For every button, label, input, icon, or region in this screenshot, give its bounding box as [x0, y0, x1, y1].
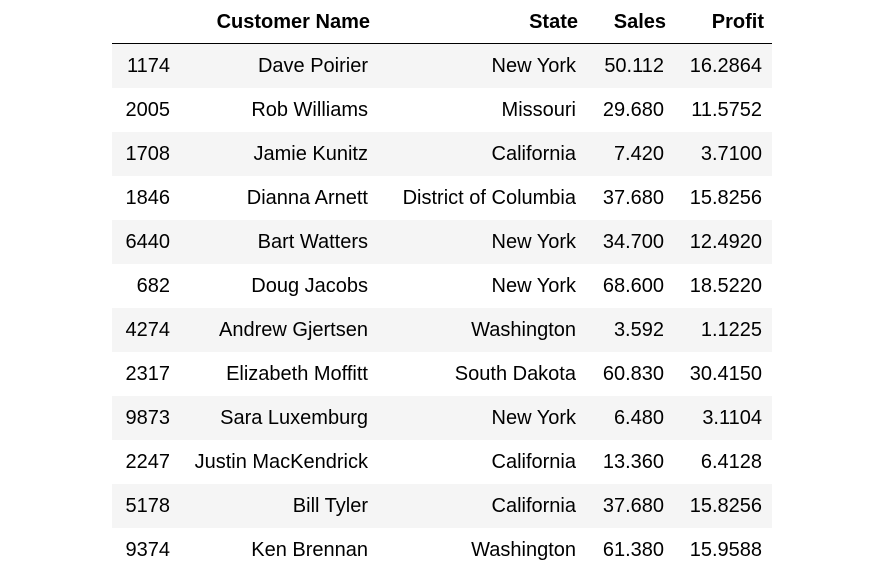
- table-row: 2317 Elizabeth Moffitt South Dakota 60.830 3…: [112, 352, 772, 396]
- row-index: 9374: [125, 538, 171, 561]
- state-cell: District of Columbia: [402, 186, 576, 209]
- customer-name-cell: Bart Watters: [257, 230, 368, 253]
- table-body: 1174 Dave Poirier New York 50.112 16.2864 200…: [112, 43, 772, 572]
- customer-name-cell: Dianna Arnett: [246, 186, 368, 209]
- table-row: 9873 Sara Luxemburg New York 6.480 3.1104: [112, 396, 772, 440]
- row-index: 4274: [125, 318, 171, 341]
- table-row: 9374 Ken Brennan Washington 61.380 15.9588: [112, 528, 772, 572]
- customer-name-cell: Sara Luxemburg: [220, 406, 368, 429]
- profit-cell: 18.5220: [689, 274, 762, 297]
- profit-cell: 11.5752: [691, 98, 762, 121]
- customer-name-cell: Elizabeth Moffitt: [226, 362, 368, 385]
- table-row: 682 Doug Jacobs New York 68.600 18.5220: [112, 264, 772, 308]
- profit-cell: 16.2864: [689, 54, 762, 77]
- state-cell: California: [491, 494, 576, 517]
- table-row: 1708 Jamie Kunitz California 7.420 3.7100: [112, 132, 772, 176]
- customer-name-cell: Andrew Gjertsen: [219, 318, 368, 341]
- profit-cell: 3.7100: [700, 142, 762, 165]
- state-cell: New York: [491, 230, 577, 253]
- row-index: 682: [136, 274, 170, 297]
- profit-cell: 15.8256: [689, 494, 762, 517]
- index-header: [112, 1, 178, 44]
- row-index: 2317: [125, 362, 171, 385]
- row-index: 6440: [125, 230, 171, 253]
- state-cell: Washington: [471, 318, 576, 341]
- state-cell: South Dakota: [454, 362, 576, 385]
- state-cell: New York: [491, 54, 577, 77]
- customer-name-cell: Rob Williams: [251, 98, 368, 121]
- profit-cell: 3.1104: [702, 406, 762, 429]
- customer-name-cell: Justin MacKendrick: [194, 450, 368, 473]
- table-row: 4274 Andrew Gjertsen Washington 3.592 1.1225: [112, 308, 772, 352]
- header-row: Customer Name State Sales Profit: [112, 1, 772, 44]
- sales-cell: 6.480: [613, 406, 664, 429]
- customer-name-cell: Doug Jacobs: [251, 274, 368, 297]
- state-cell: California: [491, 142, 576, 165]
- customer-name-header: Customer Name: [178, 1, 378, 44]
- customer-name-cell: Bill Tyler: [292, 494, 368, 517]
- table-header: Customer Name State Sales Profit: [112, 1, 772, 44]
- state-cell: New York: [491, 274, 577, 297]
- customer-name-cell: Dave Poirier: [257, 54, 368, 77]
- row-index: 1174: [126, 54, 170, 77]
- sales-cell: 68.600: [602, 274, 664, 297]
- table-row: 1846 Dianna Arnett District of Columbia 37.…: [112, 176, 772, 220]
- state-header: State: [378, 1, 586, 44]
- sales-header: Sales: [586, 1, 674, 44]
- table-row: 2005 Rob Williams Missouri 29.680 11.5752: [112, 88, 772, 132]
- state-cell: Washington: [471, 538, 576, 561]
- sales-cell: 29.680: [602, 98, 664, 121]
- profit-cell: 6.4128: [700, 450, 762, 473]
- profit-header: Profit: [674, 1, 772, 44]
- sales-cell: 7.420: [613, 142, 664, 165]
- table-row: 6440 Bart Watters New York 34.700 12.4920: [112, 220, 772, 264]
- profit-cell: 15.8256: [689, 186, 762, 209]
- row-index: 9873: [125, 406, 171, 429]
- state-cell: Missouri: [501, 98, 576, 121]
- table-row: 5178 Bill Tyler California 37.680 15.8256: [112, 484, 772, 528]
- row-index: 1708: [125, 142, 171, 165]
- sales-cell: 60.830: [602, 362, 664, 385]
- state-cell: New York: [491, 406, 577, 429]
- sales-cell: 3.592: [613, 318, 664, 341]
- customer-name-cell: Jamie Kunitz: [253, 142, 369, 165]
- profit-cell: 12.4920: [689, 230, 762, 253]
- table-row: 2247 Justin MacKendrick California 13.360 6.…: [112, 440, 772, 484]
- sales-cell: 34.700: [602, 230, 664, 253]
- dataframe-output: Customer Name State Sales Profit 1174 Dav…: [112, 1, 772, 572]
- row-index: 5178: [125, 494, 171, 517]
- customer-name-cell: Ken Brennan: [251, 538, 368, 561]
- profit-cell: 1.1225: [700, 318, 762, 341]
- row-index: 1846: [125, 186, 171, 209]
- profit-cell: 30.4150: [689, 362, 762, 385]
- state-cell: California: [491, 450, 576, 473]
- table-row: 1174 Dave Poirier New York 50.112 16.2864: [112, 43, 772, 88]
- profit-cell: 15.9588: [689, 538, 762, 561]
- sales-cell: 37.680: [602, 186, 664, 209]
- row-index: 2005: [125, 98, 171, 121]
- sales-cell: 61.380: [602, 538, 664, 561]
- row-index: 2247: [125, 450, 171, 473]
- sales-cell: 13.360: [602, 450, 664, 473]
- sales-cell: 50.112: [604, 54, 664, 77]
- dataframe-table: Customer Name State Sales Profit 1174 Dav…: [112, 1, 772, 572]
- sales-cell: 37.680: [602, 494, 664, 517]
